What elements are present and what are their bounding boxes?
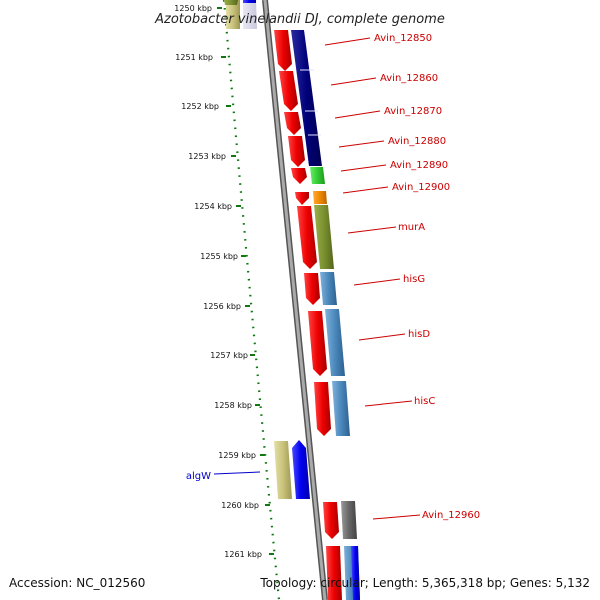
block-avin-12850-12880 bbox=[291, 30, 322, 166]
block-avin-12900 bbox=[313, 191, 327, 204]
gene-label-hisg: hisG bbox=[403, 274, 425, 285]
feature-next-cds bbox=[326, 546, 342, 600]
gene-label-avin-12850: Avin_12850 bbox=[374, 33, 432, 44]
feature-hisc-cds bbox=[314, 382, 331, 436]
tick-label: 1256 kbp bbox=[203, 302, 241, 311]
gene-label-hisd: hisD bbox=[408, 329, 430, 340]
gene-label-avin-12860: Avin_12860 bbox=[380, 73, 438, 84]
tick-label: 1252 kbp bbox=[181, 102, 219, 111]
tick-label: 1250 kbp bbox=[174, 4, 212, 13]
gene-label-avin-12870: Avin_12870 bbox=[384, 106, 442, 117]
tick-label: 1255 kbp bbox=[200, 252, 238, 261]
tick-label: 1257 kbp bbox=[210, 351, 248, 360]
gene-label-hisc: hisC bbox=[414, 396, 435, 407]
block-avin-12890 bbox=[310, 167, 325, 184]
tick-label: 1259 kbp bbox=[218, 451, 256, 460]
scale-ticks bbox=[217, 7, 274, 555]
label-leader-lines bbox=[213, 37, 421, 520]
feature-avin-12900-cds bbox=[295, 192, 309, 205]
tick-label: 1253 kbp bbox=[188, 152, 226, 161]
feature-mura-cds bbox=[297, 206, 317, 269]
block-algw bbox=[274, 441, 292, 499]
feature-algw-cds bbox=[292, 440, 310, 499]
forward-strand-features bbox=[274, 30, 342, 600]
gene-labels: Avin_12850 Avin_12860 Avin_12870 Avin_12… bbox=[186, 33, 480, 521]
feature-hisg-cds bbox=[304, 273, 320, 305]
feature-avin-12960-cds bbox=[323, 502, 339, 539]
block-hisg bbox=[320, 272, 337, 305]
feature-avin-12880-cds bbox=[288, 136, 305, 167]
partial-features-top bbox=[224, 0, 257, 29]
gene-label-avin-12900: Avin_12900 bbox=[392, 182, 450, 193]
scale-arc bbox=[222, 0, 281, 600]
gene-label-avin-12960: Avin_12960 bbox=[422, 510, 480, 521]
feature-hisd-cds bbox=[308, 311, 327, 376]
reverse-strand-features bbox=[274, 440, 310, 499]
feature-avin-12860-cds bbox=[279, 71, 298, 111]
gene-label-avin-12880: Avin_12880 bbox=[388, 136, 446, 147]
map-title: Azotobacter vinelandii DJ, complete geno… bbox=[154, 12, 445, 27]
accession-text: Accession: NC_012560 bbox=[9, 576, 145, 590]
block-hisd bbox=[325, 309, 345, 376]
block-mura bbox=[314, 205, 334, 269]
block-avin-12960 bbox=[341, 501, 357, 539]
tick-label: 1258 kbp bbox=[214, 401, 252, 410]
block-hisc bbox=[332, 381, 350, 436]
gene-label-mura: murA bbox=[398, 222, 425, 233]
topology-text: Topology: circular; Length: 5,365,318 bp… bbox=[259, 576, 590, 590]
scale-tick-labels: 1250 kbp 1251 kbp 1252 kbp 1253 kbp 1254… bbox=[174, 4, 262, 559]
tick-label: 1261 kbp bbox=[224, 550, 262, 559]
gene-label-algw: algW bbox=[186, 471, 211, 482]
feature-avin-12870-cds bbox=[284, 112, 301, 135]
genome-backbone bbox=[262, 0, 328, 600]
gene-label-avin-12890: Avin_12890 bbox=[390, 160, 448, 171]
feature-avin-12890-cds bbox=[291, 168, 307, 184]
feature-avin-12850-cds bbox=[274, 30, 292, 71]
tick-label: 1251 kbp bbox=[175, 53, 213, 62]
tick-label: 1254 kbp bbox=[194, 202, 232, 211]
gene-blocks-track bbox=[291, 30, 360, 600]
tick-label: 1260 kbp bbox=[221, 501, 259, 510]
